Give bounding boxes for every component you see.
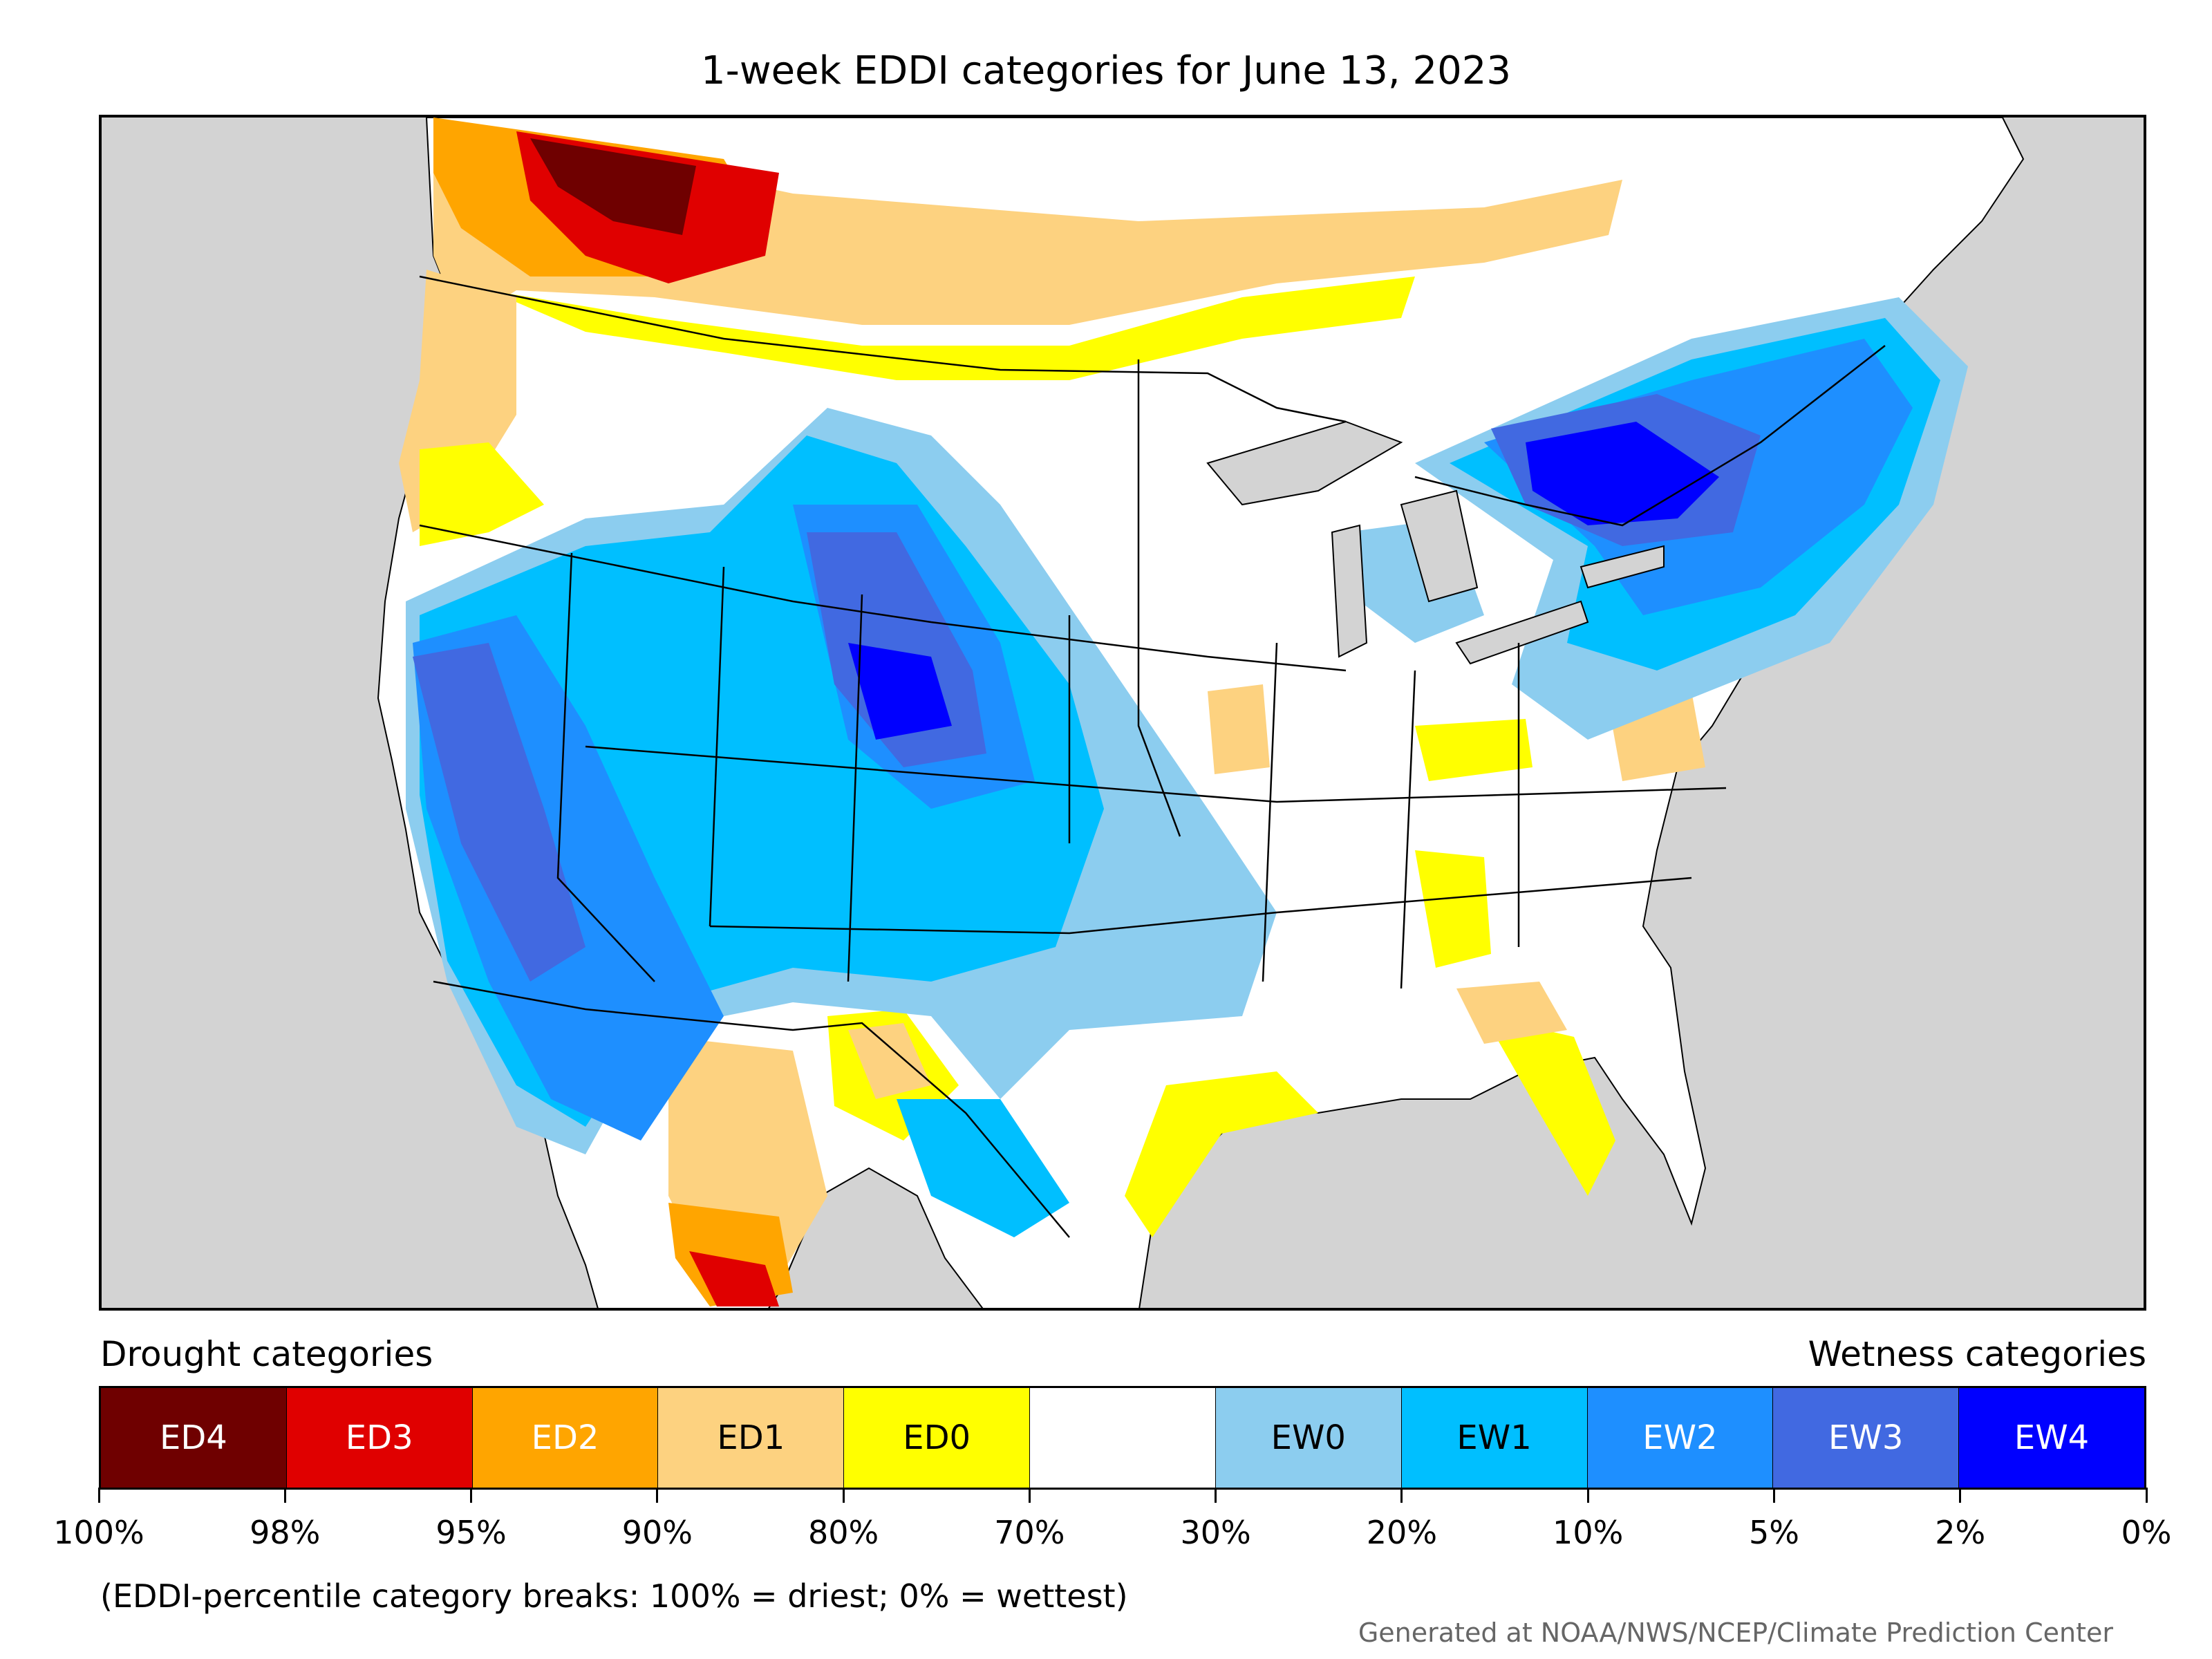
- state-line-9: [1400, 670, 1416, 989]
- state-line-6: [1262, 642, 1278, 982]
- category-footnote: (EDDI-percentile category breaks: 100% =…: [100, 1577, 1128, 1615]
- us-mexico-border: [433, 980, 1070, 1238]
- colorbar-tick: [656, 1488, 659, 1503]
- colorbar-tick-label: 0%: [2121, 1514, 2172, 1551]
- colorbar-tick-label: 95%: [435, 1514, 507, 1551]
- state-line-4: [847, 594, 863, 982]
- category-colorbar: ED4 ED3 ED2 ED1 ED0 EW0 EW1 EW2 EW3 EW4: [99, 1386, 2146, 1490]
- drought-regions: [399, 118, 1705, 1306]
- colorbar-tick: [842, 1488, 845, 1503]
- political-boundaries: [419, 275, 1886, 1238]
- colorbar-tick: [283, 1488, 286, 1503]
- ed0-gulf-coast: [1125, 1071, 1318, 1237]
- map-title: 1-week EDDI categories for June 13, 2023: [701, 48, 1511, 93]
- colorbar-cell: EW1: [1401, 1388, 1588, 1488]
- ed1-texas: [848, 1023, 931, 1099]
- colorbar-cell: EW2: [1587, 1388, 1774, 1488]
- colorbar-tick: [1400, 1488, 1403, 1503]
- colorbar-tick: [470, 1488, 473, 1503]
- conus-map-svg: [377, 118, 2025, 1308]
- ew3-california: [413, 643, 585, 982]
- colorbar-tick: [1772, 1488, 1775, 1503]
- ed0-florida: [1484, 1016, 1615, 1196]
- colorbar-cell: ED0: [844, 1388, 1031, 1488]
- colorbar-tick-label: 10%: [1553, 1514, 1624, 1551]
- colorbar-tick-label: 70%: [994, 1514, 1065, 1551]
- lake-superior: [1206, 420, 1403, 506]
- colorbar-tick: [1028, 1488, 1031, 1503]
- colorbar-tick: [2145, 1488, 2148, 1503]
- colorbar-tick-label: 98%: [250, 1514, 321, 1551]
- ed0-ohio-valley: [1415, 719, 1533, 781]
- ew1-southwest: [897, 1099, 1069, 1237]
- drought-categories-heading: Drought categories: [100, 1334, 433, 1374]
- colorbar-cell: EW3: [1773, 1388, 1960, 1488]
- state-line-2: [556, 552, 655, 982]
- lake-erie: [1455, 600, 1589, 665]
- ew4-quebec: [1526, 422, 1719, 525]
- colorbar-cell: EW0: [1215, 1388, 1402, 1488]
- ed4-northwest: [530, 138, 696, 235]
- state-line-3: [709, 566, 725, 927]
- colorbar-cell: ED4: [101, 1388, 287, 1488]
- ed1-georgia: [1456, 982, 1567, 1044]
- colorbar-tick: [1586, 1488, 1589, 1503]
- lake-ontario: [1580, 545, 1665, 589]
- colorbar-tick-label: 80%: [807, 1514, 879, 1551]
- colorbar-tick-label: 5%: [1748, 1514, 1799, 1551]
- lake-huron: [1400, 489, 1479, 603]
- ed1-northern-band: [433, 118, 1622, 325]
- great-lakes: [1206, 420, 1665, 665]
- colorbar-tick-label: 30%: [1180, 1514, 1251, 1551]
- credit-line: Generated at NOAA/NWS/NCEP/Climate Predi…: [1358, 1618, 2113, 1648]
- colorbar-tick: [1959, 1488, 1962, 1503]
- state-line-8: [709, 877, 1692, 935]
- state-line-7: [585, 745, 1727, 803]
- state-line-11: [1137, 359, 1181, 837]
- lake-michigan: [1331, 524, 1368, 658]
- ed3-sonora: [689, 1251, 779, 1306]
- colorbar-cell: EW4: [1959, 1388, 2144, 1488]
- eddi-map: [99, 115, 2146, 1311]
- wetness-categories-heading: Wetness categories: [1808, 1334, 2146, 1374]
- wetness-regions: [406, 297, 1968, 1237]
- colorbar-tick: [1215, 1488, 1217, 1503]
- colorbar-tick: [97, 1488, 100, 1503]
- colorbar-cell: [1030, 1388, 1216, 1488]
- colorbar-cell: ED2: [472, 1388, 659, 1488]
- state-line-1: [419, 524, 1347, 672]
- colorbar-tick-label: 20%: [1366, 1514, 1438, 1551]
- us-canada-border-east: [1414, 345, 1886, 527]
- colorbar-tick-label: 2%: [1935, 1514, 1986, 1551]
- colorbar-tick-label: 100%: [53, 1514, 144, 1551]
- colorbar-cell: ED1: [658, 1388, 845, 1488]
- ed0-southeast: [1415, 850, 1491, 968]
- colorbar-tick-label: 90%: [621, 1514, 693, 1551]
- ew4-colorado: [848, 643, 952, 740]
- us-canada-border: [419, 275, 1347, 423]
- ed1-missouri: [1208, 684, 1270, 774]
- ed0-pacific-northwest: [420, 442, 544, 546]
- colorbar-cell: ED3: [286, 1388, 473, 1488]
